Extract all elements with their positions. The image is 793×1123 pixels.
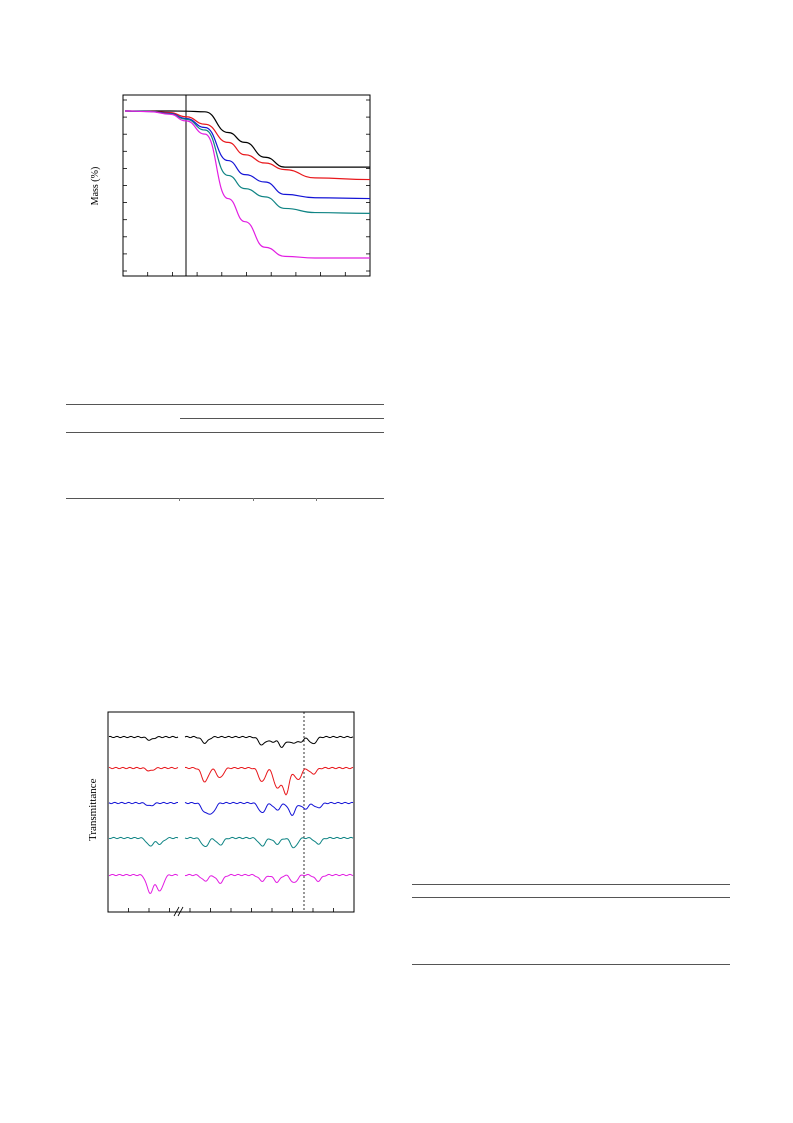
- figure2-series-line-1-seg0: [108, 766, 179, 772]
- table1-group-rule: [180, 418, 384, 419]
- figure2-axis-break: [173, 906, 180, 917]
- figure2-series-line-2-seg1: [184, 801, 354, 817]
- table1-col-tick: [179, 498, 180, 501]
- figure2-series-line-0-seg1: [184, 735, 354, 749]
- figure1-series-line-1: [124, 110, 371, 181]
- table1-col-tick: [253, 498, 254, 501]
- table1-col-tick: [316, 498, 317, 501]
- figure2-axis-break: [177, 906, 184, 917]
- figure1-series-line-0: [125, 110, 370, 168]
- table1-bottom-rule: [66, 498, 384, 499]
- figure2-series-line-0-seg0: [108, 735, 179, 741]
- table1-header-rule: [66, 432, 384, 433]
- table2-header-rule: [412, 897, 730, 898]
- figure2-frame: [107, 711, 355, 913]
- figure1-series-line-4: [124, 110, 370, 259]
- table2-bottom-rule: [412, 964, 730, 965]
- figure2-series-line-4-seg0: [108, 873, 179, 895]
- figure2-series-line-3-seg1: [184, 836, 354, 849]
- figure2-series-line-2-seg0: [108, 801, 179, 807]
- table2-top-rule: [412, 884, 730, 885]
- table1-top-rule: [66, 404, 384, 405]
- figure2-series-line-3-seg0: [108, 836, 179, 847]
- figure2-series-line-1-seg1: [184, 766, 354, 796]
- figure2-series-line-4-seg1: [184, 873, 354, 885]
